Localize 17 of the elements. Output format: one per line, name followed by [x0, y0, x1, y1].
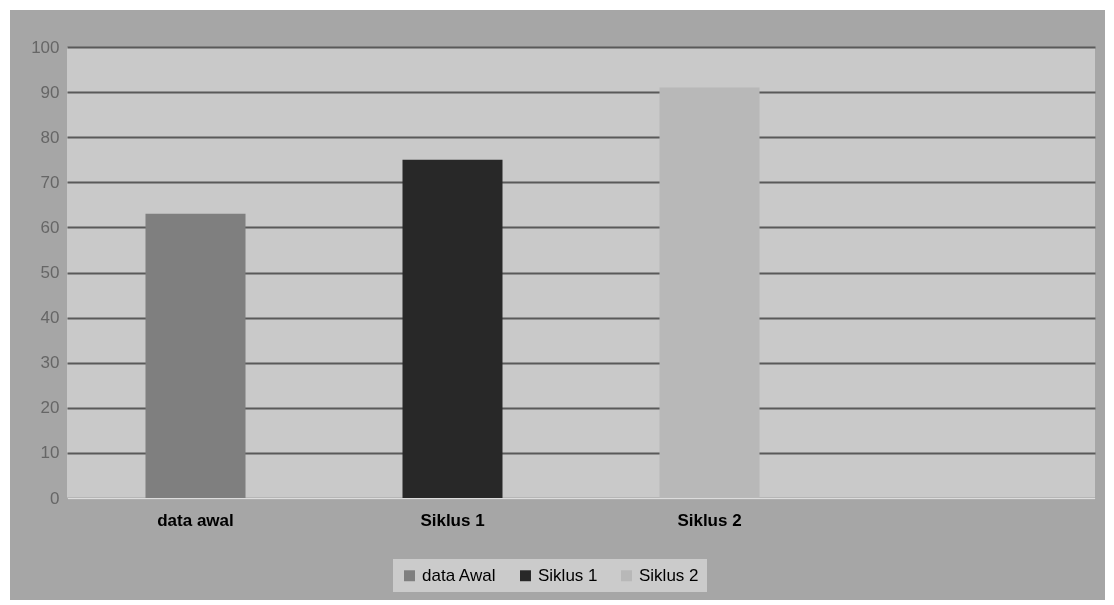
y-tick-label: 60: [40, 217, 60, 237]
legend-label: Siklus 2: [639, 565, 699, 585]
y-tick-label: 80: [40, 127, 60, 147]
y-tick-label: 20: [40, 398, 60, 418]
y-tick-label: 90: [40, 82, 60, 102]
y-tick-label: 10: [40, 443, 60, 463]
y-tick-label: 30: [40, 353, 60, 373]
y-tick-label: 70: [40, 172, 60, 192]
x-tick-label: Siklus 1: [420, 510, 485, 530]
x-tick-label: data awal: [157, 510, 234, 530]
legend-label: Siklus 1: [538, 565, 598, 585]
y-tick-label: 50: [40, 263, 60, 282]
y-tick-label: 40: [40, 308, 60, 328]
legend-label: data Awal: [422, 565, 496, 585]
y-tick-label: 0: [50, 488, 60, 508]
x-tick-label: Siklus 2: [677, 510, 742, 530]
y-tick-label: 100: [31, 37, 60, 57]
